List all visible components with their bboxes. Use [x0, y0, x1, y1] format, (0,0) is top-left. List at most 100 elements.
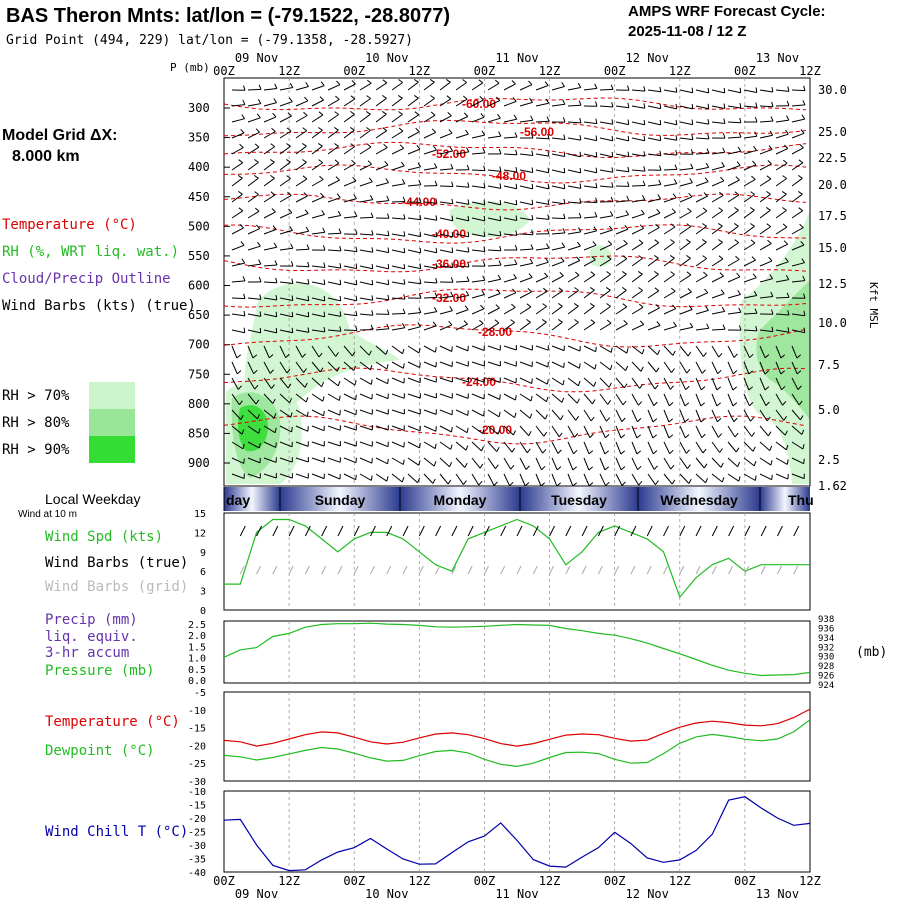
- wind-barb-shaft: [775, 441, 787, 451]
- wind-barb-shaft: [663, 377, 671, 390]
- wind-barb: [583, 425, 594, 438]
- wind-barb-shaft: [679, 196, 693, 203]
- wind-barb-flag: [514, 412, 517, 418]
- wind-barb: [551, 409, 564, 421]
- wind-barb-flag: [610, 84, 614, 90]
- weekday-label: day: [226, 492, 250, 508]
- wind-barb-flag: [783, 416, 788, 421]
- wind-barb-flag: [483, 231, 486, 237]
- wind-barb: [583, 151, 598, 158]
- wind-barb-flag: [691, 119, 694, 125]
- bottom-time-label: 12Z: [539, 874, 561, 888]
- weekday-band-cell: [520, 487, 638, 511]
- wind-barb-shaft: [679, 257, 691, 267]
- wind-barb-shaft: [279, 281, 293, 284]
- wind-barb-shaft: [391, 457, 404, 465]
- wind-barb-shaft: [775, 409, 785, 421]
- wind-barb-flag: [466, 164, 470, 170]
- wind-barb: [343, 279, 358, 286]
- wind-barb: [279, 97, 293, 107]
- wind-barb-shaft: [551, 153, 565, 157]
- wind-barb: [407, 214, 422, 221]
- wind-barb-shaft: [535, 102, 549, 107]
- wind-barb-shaft: [759, 296, 773, 299]
- temp-panel-tick-label: -10: [188, 706, 206, 717]
- wind-barb-flag: [561, 82, 565, 87]
- wind-barb-shaft: [279, 161, 291, 171]
- wind-barb-flag: [304, 209, 309, 214]
- wind-barb: [743, 473, 757, 481]
- wind-barb: [615, 457, 626, 471]
- wind-barb-flag: [702, 448, 707, 454]
- wind-barb-shaft: [231, 457, 245, 464]
- wind-barb: [503, 259, 518, 267]
- wind-barb: [247, 457, 261, 464]
- wind-barb-flag: [268, 354, 274, 359]
- wind-barb-shaft: [343, 265, 357, 270]
- wind-barb-flag: [366, 127, 371, 131]
- wind-barb-shaft: [567, 137, 581, 141]
- precip-panel-frame: [223, 620, 811, 684]
- wind-barb: [391, 345, 405, 355]
- wind-barb-flag: [386, 323, 390, 329]
- wind-barb-flag: [511, 303, 516, 308]
- wind-barb-flag: [801, 258, 806, 263]
- wind-barb: [743, 393, 754, 407]
- wind-barb: [231, 128, 245, 139]
- windchill-panel-tick-label: -25: [188, 828, 206, 839]
- wind-barb: [247, 377, 259, 390]
- wind-barb: [231, 190, 243, 203]
- wind-barb: [503, 97, 517, 107]
- wind-barb-flag: [241, 429, 245, 435]
- model-grid-label: Model Grid ΔX:: [2, 127, 118, 144]
- wind-barb: [775, 292, 790, 299]
- wind-barb-shaft: [327, 361, 338, 372]
- wind-barb-flag: [590, 302, 595, 307]
- wind-barb-flag: [238, 400, 243, 406]
- wind-barb-flag: [623, 320, 628, 325]
- wind-barb-flag: [686, 368, 691, 374]
- wind-barb-flag: [771, 309, 774, 315]
- wind-barb-shaft: [311, 162, 323, 171]
- top-date-label: 13 Nov: [756, 51, 799, 65]
- wind-barb-flag: [669, 449, 674, 455]
- wind-barb-shaft: [455, 345, 469, 352]
- wind-barb-shaft: [727, 473, 740, 482]
- wind-barb-flag: [321, 210, 325, 215]
- wind-barb-flag: [687, 207, 692, 212]
- wind-barb: [503, 230, 518, 236]
- wind-barb-flag: [240, 128, 245, 134]
- wind-barb-shaft: [231, 227, 244, 235]
- wind-barb-shaft: [615, 323, 628, 331]
- wind-barb-shaft: [695, 345, 704, 357]
- wind-barb-flag: [318, 352, 323, 358]
- wind-barb-shaft: [743, 457, 755, 467]
- wind-barb-shaft: [695, 152, 710, 155]
- wind-barb: [615, 473, 626, 486]
- wind-barb-shaft: [551, 321, 563, 331]
- wind-barb-flag: [641, 349, 645, 355]
- wind-barb: [503, 274, 517, 283]
- wind-barb-shaft: [775, 119, 789, 123]
- wind-barb-flag: [563, 183, 566, 189]
- windchill-panel-tick-label: -30: [188, 841, 206, 852]
- wind-barb: [519, 258, 534, 267]
- wind-barb-flag: [285, 353, 290, 359]
- wind-barb-flag: [287, 191, 292, 196]
- sfc-wind-barb: [679, 525, 686, 537]
- wind-barb-flag: [671, 208, 676, 213]
- wind-barb-shaft: [567, 169, 581, 174]
- wind-barb-flag: [546, 243, 550, 249]
- wind-barb-shaft: [599, 322, 612, 331]
- wind-barb-flag: [513, 274, 517, 279]
- wind-barb-shaft: [727, 377, 734, 391]
- temperature-contour-6: [223, 255, 807, 273]
- wind-barb: [711, 457, 724, 468]
- wind-barb-shaft: [535, 85, 549, 91]
- wind-barb-shaft: [519, 425, 530, 437]
- wind-barb-shaft: [663, 409, 670, 423]
- wind-barb-flag: [403, 263, 406, 269]
- wind-barb-shaft: [695, 241, 707, 251]
- wind-barb-shaft: [599, 137, 613, 142]
- wind-barb: [535, 228, 550, 235]
